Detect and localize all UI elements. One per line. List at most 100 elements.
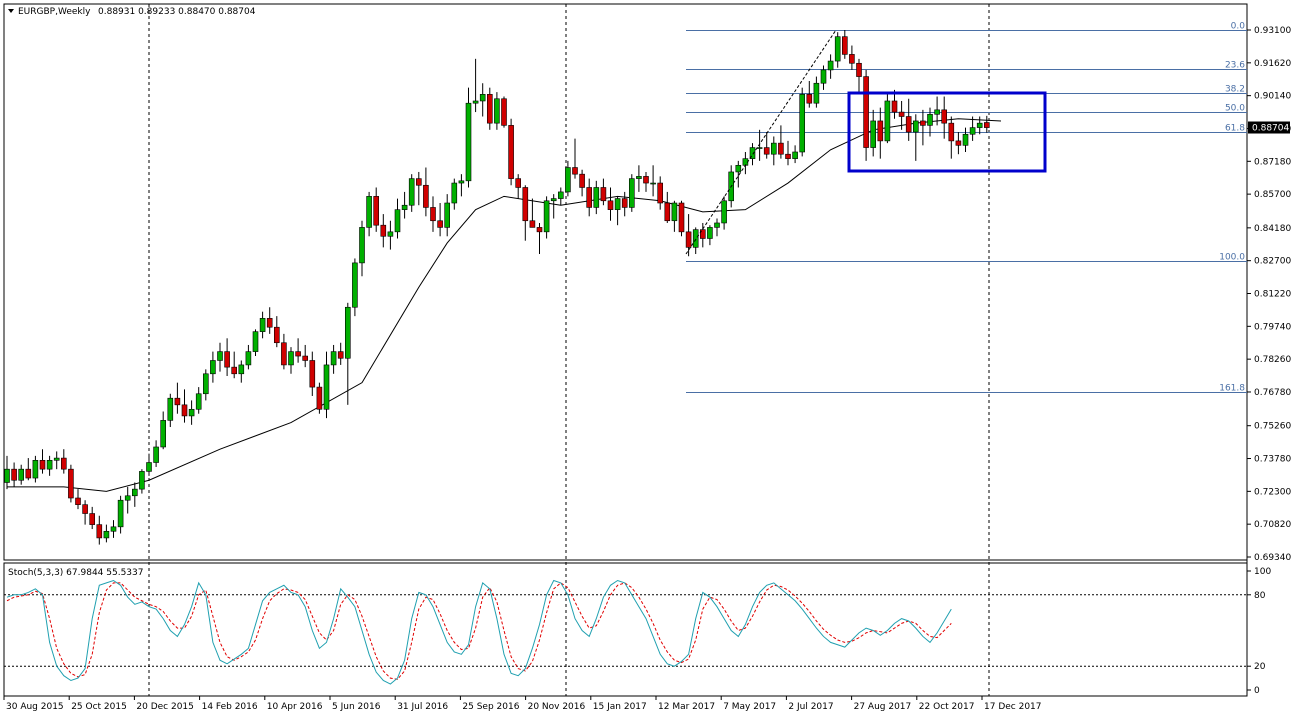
- candle-body[interactable]: [550, 198, 557, 202]
- candle-body[interactable]: [309, 360, 316, 388]
- candle-body[interactable]: [103, 530, 110, 539]
- candle-body[interactable]: [203, 373, 209, 395]
- candle-body[interactable]: [714, 222, 720, 228]
- candle-body[interactable]: [380, 224, 387, 237]
- candle-body[interactable]: [934, 109, 940, 115]
- candle-body[interactable]: [543, 200, 550, 233]
- candle-body[interactable]: [529, 220, 536, 228]
- candle-body[interactable]: [160, 420, 166, 448]
- candle-body[interactable]: [969, 127, 976, 135]
- candle-body[interactable]: [401, 204, 408, 210]
- candle-body[interactable]: [437, 220, 443, 228]
- candle-body[interactable]: [792, 151, 798, 159]
- candle-body[interactable]: [827, 60, 834, 71]
- candle-body[interactable]: [252, 331, 259, 352]
- candle-body[interactable]: [806, 94, 813, 104]
- candle-body[interactable]: [188, 408, 195, 417]
- candle-body[interactable]: [494, 98, 500, 124]
- candle-body[interactable]: [273, 326, 280, 344]
- candle-body[interactable]: [4, 468, 10, 483]
- candle-body[interactable]: [756, 147, 763, 149]
- candle-body[interactable]: [238, 364, 245, 375]
- candle-body[interactable]: [621, 198, 628, 208]
- candle-body[interactable]: [174, 397, 181, 406]
- candle-body[interactable]: [146, 462, 152, 472]
- candle-body[interactable]: [671, 202, 678, 222]
- candle-body[interactable]: [344, 306, 351, 359]
- candle-body[interactable]: [763, 147, 770, 155]
- candle-body[interactable]: [458, 180, 465, 184]
- candle-body[interactable]: [636, 176, 642, 179]
- candle-body[interactable]: [430, 207, 436, 222]
- candle-body[interactable]: [302, 355, 309, 361]
- candle-body[interactable]: [394, 209, 401, 233]
- candle-body[interactable]: [316, 386, 323, 410]
- candle-body[interactable]: [884, 100, 891, 142]
- candle-body[interactable]: [266, 318, 273, 328]
- candle-body[interactable]: [948, 122, 955, 142]
- candle-body[interactable]: [117, 499, 124, 528]
- candle-body[interactable]: [778, 142, 784, 155]
- candle-body[interactable]: [607, 200, 614, 210]
- candle-body[interactable]: [834, 36, 841, 62]
- candle-body[interactable]: [501, 98, 507, 126]
- candle-body[interactable]: [132, 488, 138, 497]
- candle-body[interactable]: [508, 125, 514, 179]
- candle-body[interactable]: [785, 153, 791, 159]
- candle-body[interactable]: [849, 54, 855, 64]
- candle-body[interactable]: [600, 187, 607, 202]
- candle-body[interactable]: [337, 351, 344, 359]
- candle-body[interactable]: [181, 404, 188, 417]
- candle-body[interactable]: [352, 262, 358, 308]
- candle-body[interactable]: [870, 120, 877, 148]
- candle-body[interactable]: [415, 178, 422, 186]
- candle-body[interactable]: [53, 457, 60, 461]
- candle-body[interactable]: [295, 351, 301, 357]
- candle-body[interactable]: [863, 76, 869, 148]
- candle-body[interactable]: [813, 82, 820, 104]
- consolidation-box[interactable]: [847, 91, 1047, 173]
- candle-body[interactable]: [920, 120, 926, 126]
- candle-body[interactable]: [210, 360, 216, 375]
- candle-body[interactable]: [408, 178, 415, 206]
- candle-body[interactable]: [976, 122, 983, 128]
- candlesticks[interactable]: [4, 30, 990, 545]
- candle-body[interactable]: [139, 471, 145, 490]
- candle-body[interactable]: [451, 182, 458, 204]
- candle-body[interactable]: [124, 495, 131, 501]
- candle-body[interactable]: [643, 176, 649, 184]
- candle-body[interactable]: [912, 120, 919, 133]
- candle-body[interactable]: [593, 187, 600, 208]
- candle-body[interactable]: [479, 94, 486, 102]
- candle-body[interactable]: [898, 111, 905, 117]
- candle-body[interactable]: [522, 187, 529, 222]
- candle-body[interactable]: [110, 526, 117, 532]
- candle-body[interactable]: [25, 468, 32, 479]
- candle-body[interactable]: [628, 178, 635, 208]
- candle-body[interactable]: [905, 116, 912, 133]
- candle-body[interactable]: [799, 94, 806, 153]
- candle-body[interactable]: [707, 227, 713, 239]
- candle-body[interactable]: [423, 184, 429, 208]
- candle-body[interactable]: [68, 468, 74, 499]
- candle-body[interactable]: [657, 182, 664, 204]
- candle-body[interactable]: [444, 202, 451, 228]
- candle-body[interactable]: [288, 351, 294, 366]
- candle-body[interactable]: [11, 468, 17, 481]
- candle-body[interactable]: [983, 122, 990, 128]
- candle-body[interactable]: [472, 100, 479, 104]
- candle-body[interactable]: [692, 229, 699, 248]
- candle-body[interactable]: [955, 140, 962, 146]
- candle-body[interactable]: [359, 227, 365, 264]
- candle-body[interactable]: [60, 457, 67, 470]
- candle-body[interactable]: [891, 100, 898, 113]
- candle-body[interactable]: [89, 513, 95, 525]
- candle-body[interactable]: [259, 318, 266, 332]
- candle-body[interactable]: [749, 147, 756, 159]
- candle-body[interactable]: [699, 229, 706, 239]
- candle-body[interactable]: [153, 446, 159, 463]
- candle-body[interactable]: [323, 364, 330, 410]
- candle-body[interactable]: [245, 351, 252, 366]
- candle-body[interactable]: [536, 227, 543, 233]
